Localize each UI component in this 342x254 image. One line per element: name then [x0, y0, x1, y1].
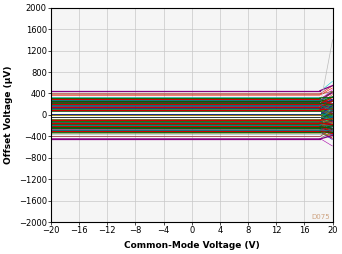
Text: D075: D075 [311, 214, 330, 220]
X-axis label: Common-Mode Voltage (V): Common-Mode Voltage (V) [124, 241, 260, 250]
Y-axis label: Offset Voltage (µV): Offset Voltage (µV) [4, 66, 13, 164]
